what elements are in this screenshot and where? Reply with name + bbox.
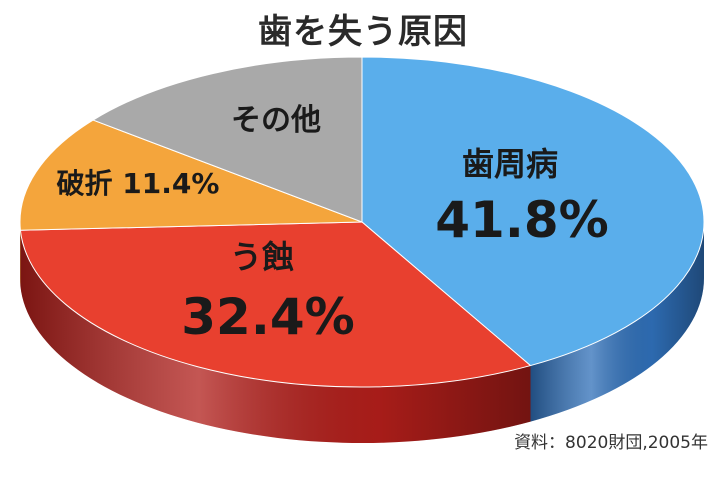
pie-side-shade-歯周病 <box>530 222 704 422</box>
slice-value-う蝕: 32.4% <box>181 288 354 346</box>
slice-label-その他: その他 <box>231 103 321 138</box>
pie-slice-破折 <box>19 119 363 231</box>
slice-label-歯周病: 歯周病 <box>462 145 558 183</box>
pie-slice-歯周病 <box>361 56 705 367</box>
pie-slice-その他 <box>91 56 363 223</box>
slice-label-破折: 破折 11.4% <box>57 167 220 200</box>
slice-label-う蝕: う蝕 <box>230 238 294 276</box>
source-note: 資料：8020財団,2005年 <box>514 433 708 453</box>
pie-slice-う蝕 <box>19 221 532 388</box>
slice-value-歯周病: 41.8% <box>435 191 608 249</box>
chart-title: 歯を失う原因 <box>258 12 468 52</box>
pie-side-shade-う蝕 <box>20 230 531 443</box>
